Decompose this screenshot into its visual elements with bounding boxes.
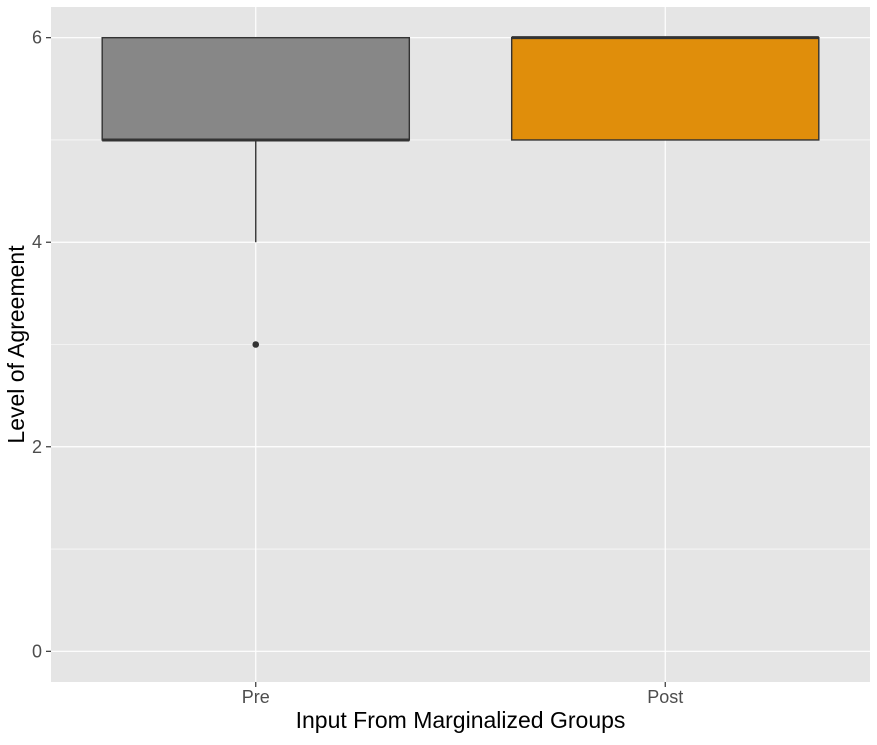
x-tick-label: Post: [647, 687, 683, 707]
box-body: [101, 36, 411, 141]
x-axis-title: Input From Marginalized Groups: [296, 707, 626, 733]
box-body: [510, 36, 820, 141]
y-tick-label: 4: [32, 232, 42, 252]
y-tick-label: 2: [32, 437, 42, 457]
y-tick-label: 6: [32, 28, 42, 48]
box-layer: [101, 36, 820, 348]
x-tick-label: Pre: [242, 687, 270, 707]
x-axis: Pre Post: [242, 682, 683, 707]
y-axis: 0 2 4 6: [32, 28, 51, 661]
y-tick-label: 0: [32, 641, 42, 661]
y-axis-title: Level of Agreement: [3, 245, 29, 444]
outlier-point: [252, 341, 260, 348]
box-pre: [101, 36, 411, 348]
box-post: [510, 36, 820, 141]
